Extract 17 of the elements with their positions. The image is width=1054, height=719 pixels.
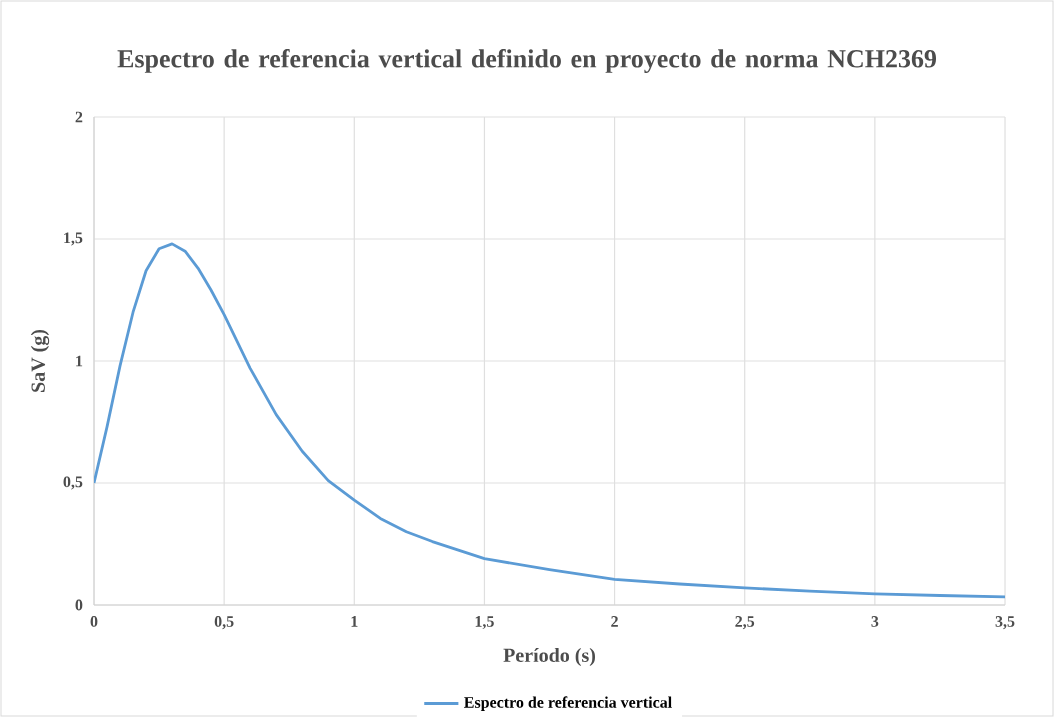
x-tick-label: 0 [90,616,98,628]
y-tick-label: 1 [76,355,83,367]
y-tick-label: 0 [75,599,83,611]
x-tick-label: 3,5 [995,616,1015,630]
chart-title: Espectro de referencia vertical definido en proyecto de norma NCH2369 [117,49,937,74]
x-axis-title: Período (s) [503,648,595,667]
x-tick-label: 2,5 [735,616,755,630]
y-tick-label: 0,5 [63,476,83,490]
y-tick-label: 1,5 [64,232,83,246]
legend-label: Espectro de referencia vertical [464,696,672,712]
x-tick-label: 1,5 [475,616,494,630]
y-axis-title: SaV (g) [30,330,50,393]
x-tick-label: 1 [351,616,358,627]
x-tick-label: 2 [611,616,618,627]
x-tick-label: 0,5 [214,616,234,630]
y-tick-label: 2 [75,111,83,123]
x-tick-label: 3 [871,616,879,628]
